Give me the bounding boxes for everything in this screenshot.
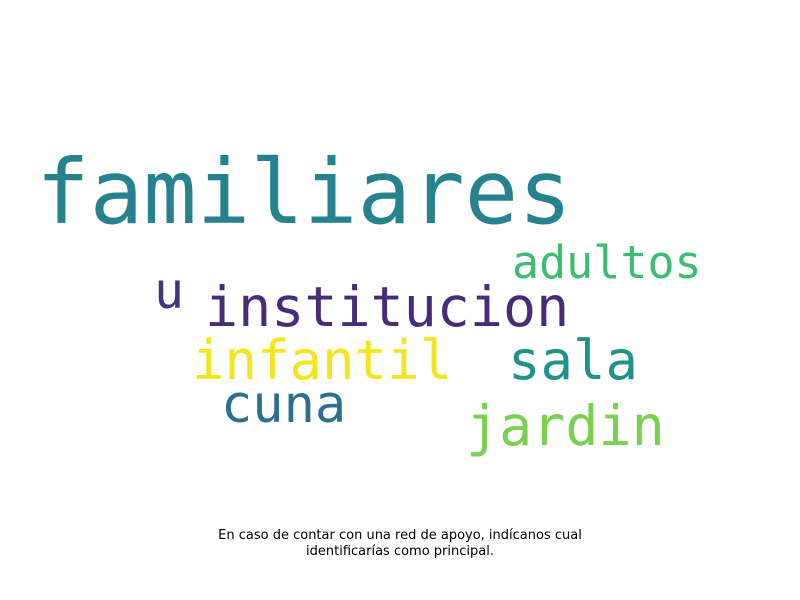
word-u: u — [154, 262, 185, 320]
word-adultos: adultos — [512, 236, 702, 289]
word-sala: sala — [508, 329, 639, 392]
word-infantil: infantil — [192, 329, 453, 392]
word-cuna: cuna — [221, 375, 347, 435]
word-institucion: institucion — [205, 275, 570, 339]
figure-caption: En caso de contar con una red de apoyo, … — [150, 528, 650, 560]
caption-line-2: identificarías como principal. — [306, 544, 494, 559]
word-familiares: familiares — [36, 140, 572, 244]
word-jardin: jardin — [466, 394, 665, 458]
caption-line-1: En caso de contar con una red de apoyo, … — [218, 528, 582, 543]
